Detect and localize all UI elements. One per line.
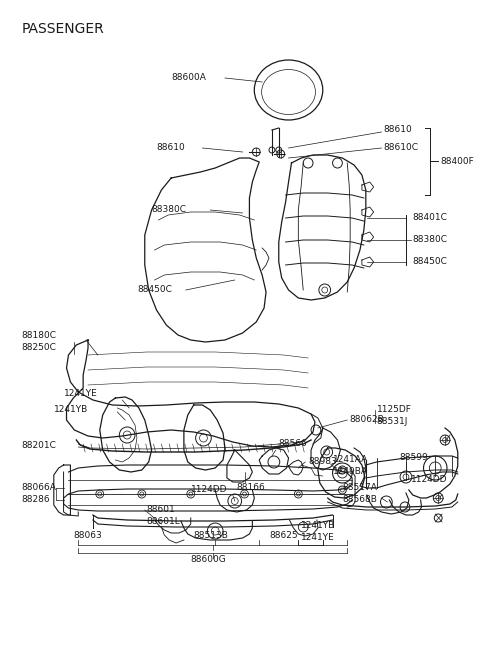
Text: 88062B: 88062B	[349, 415, 384, 424]
Text: 88450C: 88450C	[413, 257, 448, 267]
Text: 88983: 88983	[308, 457, 337, 466]
Text: 88601: 88601	[147, 506, 176, 514]
Text: 88513B: 88513B	[193, 531, 228, 540]
Text: 1241YE: 1241YE	[301, 534, 335, 542]
Text: 88250C: 88250C	[22, 343, 56, 352]
Text: 88380C: 88380C	[152, 206, 187, 214]
Text: 88517A: 88517A	[342, 483, 377, 493]
Text: 1125DF: 1125DF	[377, 405, 411, 415]
Text: 1241YB: 1241YB	[301, 521, 336, 531]
Text: 88401C: 88401C	[413, 214, 448, 223]
Text: 88063: 88063	[73, 531, 102, 540]
Text: 88180C: 88180C	[22, 331, 57, 339]
Text: 88201C: 88201C	[22, 441, 56, 449]
Text: 1249BA: 1249BA	[333, 468, 368, 476]
Text: 88610: 88610	[156, 143, 185, 153]
Text: 88600G: 88600G	[191, 555, 227, 565]
Text: 1241YB: 1241YB	[54, 405, 88, 415]
Text: 88166: 88166	[237, 483, 265, 493]
Text: 88600A: 88600A	[171, 73, 206, 83]
Text: 88400F: 88400F	[440, 157, 474, 166]
Text: 88380C: 88380C	[413, 236, 448, 244]
Text: 88601L: 88601L	[147, 517, 180, 527]
Text: 88610C: 88610C	[384, 143, 419, 153]
Text: 88599: 88599	[399, 453, 428, 462]
Text: 88450C: 88450C	[137, 286, 172, 295]
Text: 88625: 88625	[269, 531, 298, 540]
Text: 88286: 88286	[22, 495, 50, 504]
Text: 88566: 88566	[279, 440, 308, 449]
Text: 88066A: 88066A	[22, 483, 56, 493]
Text: 1124DD: 1124DD	[411, 476, 447, 485]
Text: 1241AA: 1241AA	[333, 455, 368, 464]
Text: 88531J: 88531J	[377, 417, 408, 426]
Text: 88610: 88610	[384, 126, 412, 134]
Text: 1241YE: 1241YE	[63, 388, 97, 398]
Text: 88568B: 88568B	[342, 495, 377, 504]
Text: PASSENGER: PASSENGER	[22, 22, 104, 36]
Text: 1124DD: 1124DD	[191, 485, 227, 495]
